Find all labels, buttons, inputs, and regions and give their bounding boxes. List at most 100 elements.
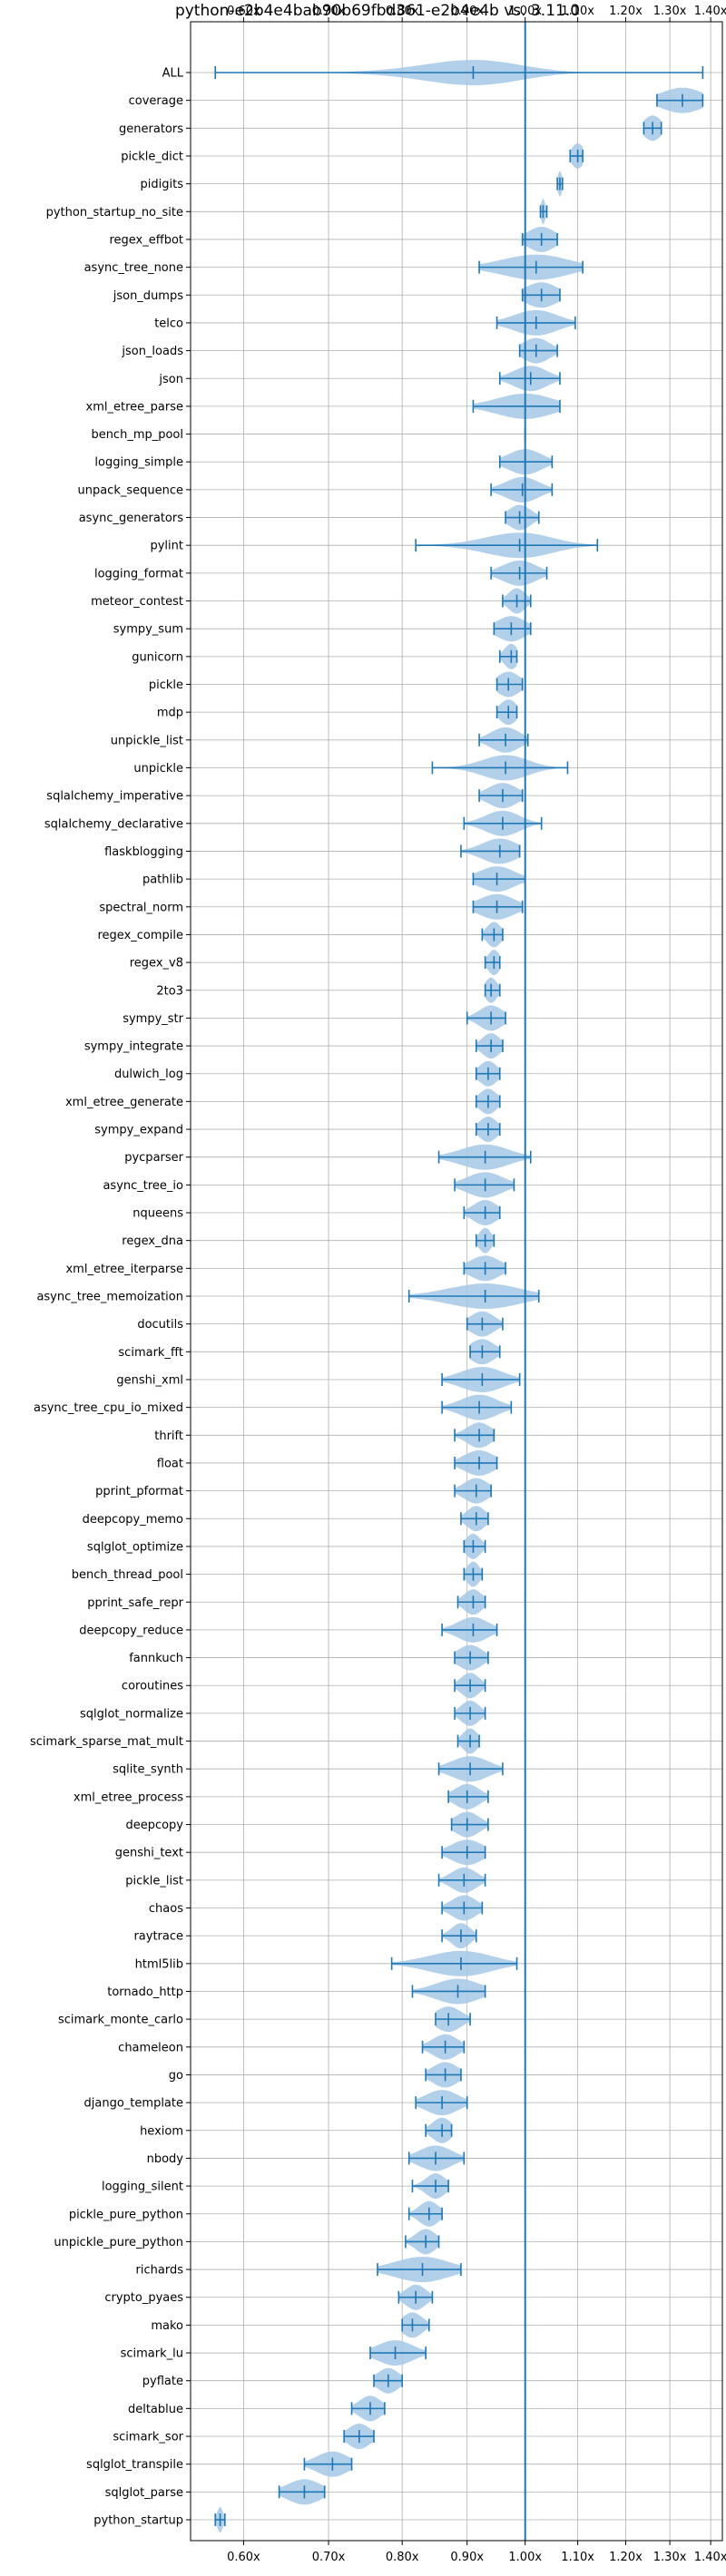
category-label: docutils	[137, 1318, 183, 1332]
x-tick-label-bottom: 0.90x	[450, 2551, 484, 2564]
violin-json_dumps	[521, 282, 561, 308]
violin-sqlglot_normalize	[454, 1700, 486, 1726]
category-label: json	[158, 373, 183, 386]
violin-regex_effbot	[521, 227, 558, 252]
violin-pprint_pformat	[454, 1478, 492, 1504]
category-label: pickle	[149, 678, 183, 692]
category-label: raytrace	[133, 1930, 183, 1944]
violin-unpickle	[431, 755, 569, 781]
violin-flaskblogging	[460, 838, 521, 864]
category-label: regex_dna	[122, 1234, 183, 1248]
category-label: pickle_pure_python	[69, 2208, 183, 2221]
violin-genshi_xml	[441, 1367, 521, 1392]
x-tick-label-top: 0.80x	[386, 5, 419, 18]
category-label: pprint_pformat	[95, 1485, 183, 1498]
category-label: ALL	[162, 67, 184, 81]
category-label: scimark_lu	[121, 2347, 183, 2361]
category-label: coverage	[129, 94, 183, 108]
violin-nbody	[407, 2145, 466, 2171]
category-label: coroutines	[122, 1680, 183, 1693]
x-tick-label-top: 0.60x	[227, 5, 260, 18]
chart-title: python-e2b4e4bab90b69fbd361-e2b4e4b vs. …	[175, 2, 580, 20]
category-label: pickle_list	[125, 1874, 183, 1888]
violin-xml_etree_process	[447, 1783, 489, 1810]
violin-deepcopy_memo	[460, 1506, 489, 1532]
violin-json_loads	[518, 337, 558, 364]
category-label: json_dumps	[113, 289, 183, 303]
category-label: tornado_http	[107, 1986, 183, 1999]
x-tick-label-bottom: 1.40x	[694, 2551, 726, 2564]
violin-xml_etree_iterparse	[463, 1255, 506, 1282]
violin-pathlib	[472, 866, 526, 893]
category-label: pidigits	[141, 178, 184, 191]
violin-pickle	[495, 671, 524, 698]
violin-richards	[377, 2257, 462, 2283]
category-label: pycparser	[124, 1151, 183, 1165]
violin-pickle_list	[437, 1867, 486, 1893]
x-tick-label-bottom: 0.80x	[386, 2551, 419, 2564]
category-label: chameleon	[118, 2041, 183, 2054]
category-label: deltablue	[128, 2403, 183, 2416]
category-label: unpickle_pure_python	[54, 2236, 183, 2249]
category-label: crypto_pyaes	[104, 2291, 183, 2305]
violin-scimark_fft	[469, 1339, 501, 1365]
violin-html5lib	[390, 1950, 518, 1976]
violin-scimark_monte_carlo	[435, 2006, 471, 2033]
category-label: sympy_integrate	[84, 1040, 183, 1054]
x-tick-label-top: 1.40x	[694, 5, 726, 18]
violin-regex_compile	[481, 922, 504, 948]
category-label: logging_format	[94, 567, 183, 581]
violin-async_generators	[505, 504, 540, 531]
category-label: gunicorn	[132, 650, 183, 664]
category-label: pathlib	[142, 873, 183, 887]
category-label: sympy_sum	[113, 623, 183, 637]
violin-sympy_str	[466, 1005, 506, 1031]
category-label: bench_mp_pool	[91, 428, 183, 442]
category-label: sqlglot_optimize	[87, 1540, 183, 1554]
violin-scimark_lu	[369, 2340, 427, 2366]
violin-gunicorn	[498, 643, 518, 669]
violin-regex_dna	[475, 1227, 495, 1254]
x-tick-label-top: 0.70x	[312, 5, 346, 18]
category-label: pickle_dict	[121, 150, 183, 163]
violin-nqueens	[463, 1200, 501, 1225]
category-label: deepcopy_reduce	[79, 1624, 183, 1637]
category-label: float	[157, 1457, 183, 1470]
category-label: regex_compile	[97, 929, 183, 942]
violin-pylint	[415, 532, 599, 559]
violin-sympy_integrate	[475, 1033, 504, 1059]
category-label: generators	[119, 122, 183, 136]
category-label: sqlalchemy_declarative	[44, 817, 183, 831]
violin-deepcopy_reduce	[441, 1616, 498, 1643]
violin-coverage	[656, 87, 704, 113]
violin-python_startup	[214, 2507, 226, 2532]
violin-2to3	[484, 977, 501, 1003]
violin-pprint_safe_repr	[456, 1589, 486, 1615]
violin-crypto_pyaes	[397, 2284, 434, 2310]
category-label: async_generators	[79, 512, 184, 525]
category-label: chaos	[149, 1902, 183, 1916]
category-label: python_startup_no_site	[46, 206, 183, 220]
violin-async_tree_memoization	[407, 1283, 540, 1309]
violin-genshi_text	[441, 1839, 486, 1866]
category-label: pprint_safe_repr	[87, 1596, 183, 1610]
violin-chameleon	[421, 2034, 466, 2060]
violin-go	[425, 2062, 462, 2088]
violin-deepcopy	[450, 1811, 489, 1838]
category-label: mako	[151, 2319, 183, 2333]
category-label: dulwich_log	[114, 1068, 183, 1081]
category-label: bench_thread_pool	[72, 1568, 183, 1582]
category-label: nbody	[147, 2152, 184, 2166]
category-label: async_tree_io	[103, 1179, 183, 1193]
violin-telco	[495, 309, 576, 336]
x-tick-label-top: 0.90x	[450, 5, 484, 18]
violin-hexiom	[425, 2117, 453, 2143]
violin-pidigits	[556, 171, 564, 197]
category-label: scimark_monte_carlo	[58, 2014, 183, 2027]
category-label: sqlite_synth	[113, 1763, 183, 1777]
category-label: scimark_sparse_mat_mult	[30, 1735, 183, 1749]
violin-scimark_sor	[343, 2424, 375, 2449]
category-label: flaskblogging	[104, 845, 183, 859]
violin-coroutines	[454, 1673, 486, 1699]
category-label: mdp	[157, 707, 183, 720]
